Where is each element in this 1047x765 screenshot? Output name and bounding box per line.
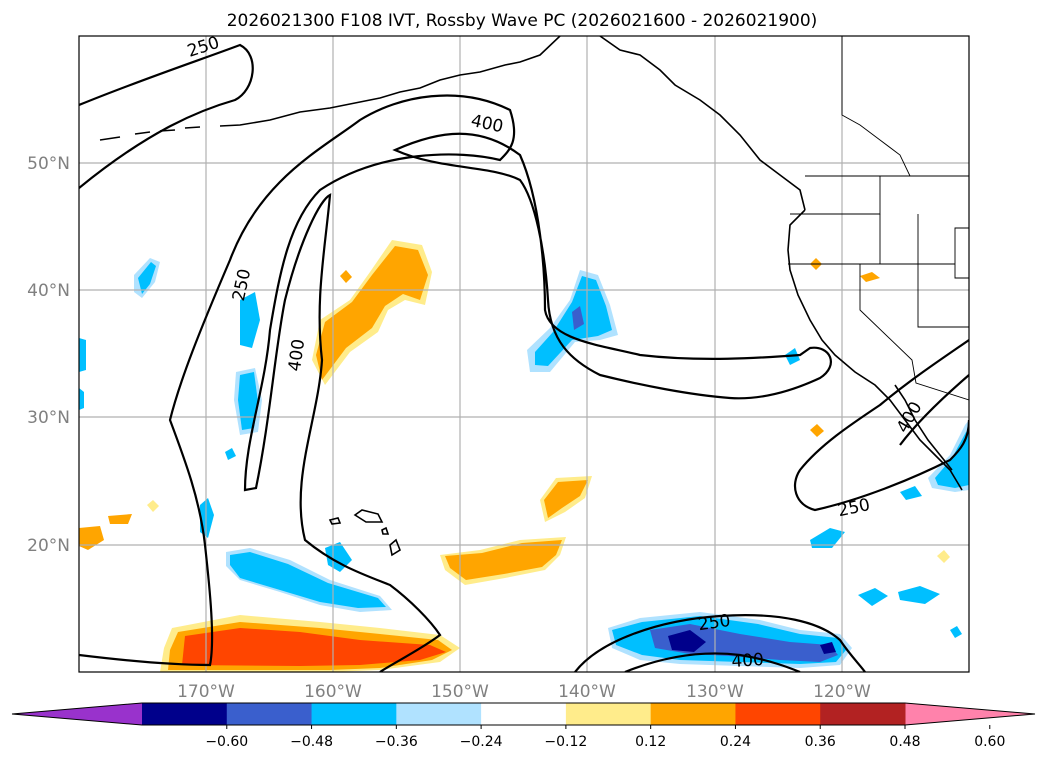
contour-400	[574, 614, 866, 672]
colorbar-tick-label: 0.48	[889, 734, 920, 750]
negative-anomaly-region	[230, 552, 386, 608]
colorbar-swatch	[226, 703, 313, 725]
lat-label: 30°N	[27, 408, 70, 428]
colorbar: −0.60 −0.48 −0.36 −0.24 −0.12 0.12 0.24 0.36 0.4…	[11, 702, 1036, 750]
contour-250	[79, 43, 254, 189]
negative-anomaly-region	[650, 624, 838, 662]
contour-label: 250	[697, 611, 732, 635]
lon-label: 170°W	[177, 682, 235, 702]
positive-anomaly-region	[147, 500, 159, 512]
colorbar-swatch	[396, 703, 482, 725]
positive-anomaly-region	[340, 270, 352, 283]
positive-anomaly-region	[108, 514, 132, 524]
positive-anomaly-region	[182, 628, 446, 666]
positive-anomaly-region	[937, 550, 950, 563]
latitude-labels: 50°N 40°N 30°N 20°N	[27, 154, 70, 556]
colorbar-tick-label: −0.60	[205, 734, 248, 750]
lat-label: 50°N	[27, 154, 70, 174]
negative-anomaly-region	[858, 588, 888, 606]
negative-anomaly-region	[572, 306, 584, 330]
figure-title: 2026021300 F108 IVT, Rossby Wave PC (202…	[227, 11, 818, 31]
lon-label: 120°W	[813, 682, 871, 702]
contour-400	[392, 132, 832, 400]
ivt-shading	[79, 240, 969, 672]
ivt-contours	[79, 43, 969, 672]
negative-anomaly-region	[240, 292, 260, 348]
colorbar-extend-high	[905, 703, 1035, 725]
negative-anomaly-region	[898, 586, 940, 604]
lon-label: 140°W	[558, 682, 616, 702]
negative-anomaly-region	[900, 486, 922, 500]
graticule	[79, 36, 969, 672]
political-borders	[788, 36, 969, 401]
contour-250	[793, 339, 969, 512]
positive-anomaly-region	[79, 526, 104, 550]
lon-label: 130°W	[686, 682, 744, 702]
colorbar-outline	[11, 702, 1036, 726]
alaska-coastline	[599, 36, 806, 211]
colorbar-swatch	[481, 703, 567, 725]
colorbar-extend-low	[12, 703, 142, 725]
negative-anomaly-region	[238, 372, 258, 430]
contour-label: 400	[731, 650, 765, 672]
negative-anomaly-region	[79, 388, 84, 410]
lat-label: 20°N	[27, 536, 70, 556]
negative-anomaly-region	[810, 528, 845, 548]
hawaii-islands	[328, 509, 401, 557]
contour-250	[899, 374, 969, 446]
lon-label: 150°W	[431, 682, 489, 702]
lat-label: 40°N	[27, 281, 70, 301]
aleutian-islands	[99, 126, 201, 141]
negative-anomaly-region	[668, 630, 706, 652]
colorbar-tick-label: −0.24	[460, 734, 503, 750]
colorbar-swatch	[565, 703, 652, 725]
baja-gulf	[894, 384, 953, 471]
colorbar-tick-label: 0.24	[720, 734, 751, 750]
positive-anomaly-region	[860, 272, 880, 282]
positive-anomaly-region	[810, 424, 824, 437]
colorbar-swatch	[142, 703, 228, 725]
colorbar-tick-label: −0.48	[290, 734, 333, 750]
coastlines	[99, 36, 963, 557]
alaska-peninsula	[219, 36, 561, 127]
colorbar-tick-label: −0.12	[544, 734, 587, 750]
colorbar-swatch	[820, 703, 906, 725]
positive-anomaly-region	[316, 246, 428, 380]
colorbar-swatch	[311, 703, 397, 725]
negative-anomaly-region	[950, 626, 962, 638]
colorbar-tick-label: −0.36	[375, 734, 418, 750]
west-coast	[787, 209, 963, 491]
map-frame	[78, 35, 970, 673]
negative-anomaly-region	[325, 542, 352, 572]
contour-label: 400	[285, 338, 309, 373]
positive-anomaly-region	[445, 540, 562, 580]
positive-anomaly-region	[544, 480, 588, 518]
negative-anomaly-region	[79, 338, 86, 372]
colorbar-tick-label: 0.36	[805, 734, 836, 750]
contour-400	[624, 652, 801, 672]
map-area: 250 400 250 400 250 400 250 400	[79, 36, 969, 672]
lon-label: 160°W	[304, 682, 362, 702]
contour-400	[79, 94, 516, 672]
colorbar-swatch	[735, 703, 821, 725]
negative-anomaly-region	[225, 448, 236, 460]
colorbar-swatch	[650, 703, 736, 725]
colorbar-tick-label: 0.60	[974, 734, 1005, 750]
longitude-labels: 170°W 160°W 150°W 140°W 130°W 120°W	[177, 682, 871, 702]
negative-anomaly-region	[138, 262, 156, 294]
colorbar-tick-label: 0.12	[635, 734, 666, 750]
negative-anomaly-region	[820, 642, 836, 654]
